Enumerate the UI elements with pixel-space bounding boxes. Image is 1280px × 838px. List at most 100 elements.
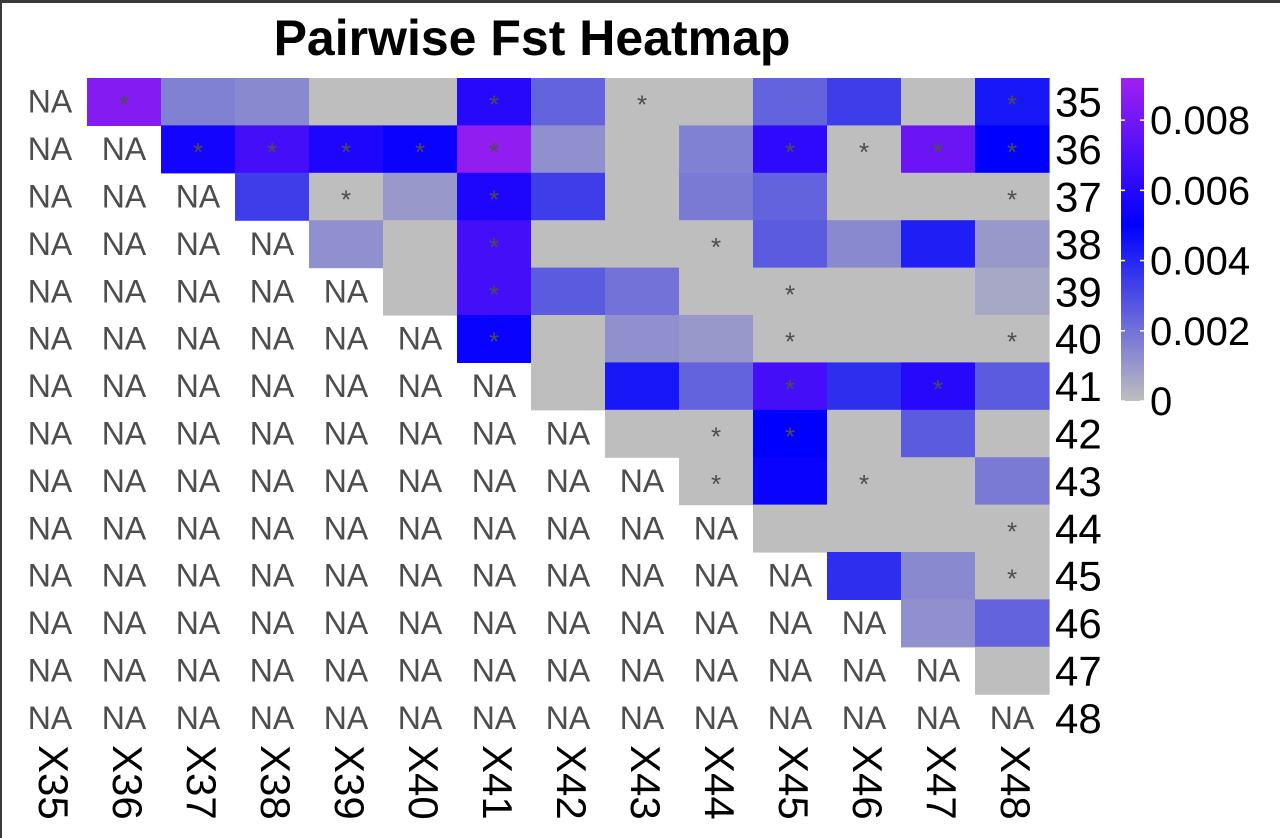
heatmap-cell — [457, 172, 532, 221]
significance-marker: * — [1007, 564, 1017, 594]
na-label: NA — [250, 368, 295, 404]
na-label: NA — [250, 605, 295, 641]
heatmap-cell — [901, 220, 976, 269]
significance-marker: * — [415, 137, 425, 167]
column-label: X44 — [696, 745, 743, 820]
na-label: NA — [398, 558, 443, 594]
significance-marker: * — [1007, 327, 1017, 357]
na-label: NA — [102, 179, 147, 215]
na-label: NA — [28, 179, 73, 215]
heatmap-cell — [161, 125, 236, 174]
heatmap-cell — [753, 125, 828, 174]
na-label: NA — [694, 510, 739, 546]
na-label: NA — [176, 368, 221, 404]
heatmap-cell — [975, 362, 1050, 411]
na-label: NA — [842, 700, 887, 736]
heatmap-cell — [531, 125, 606, 174]
na-label: NA — [472, 700, 517, 736]
na-label: NA — [102, 416, 147, 452]
heatmap-chart: Pairwise Fst Heatmap NA * * * * NA NA * * * * * * * * *… — [28, 10, 1250, 820]
na-label: NA — [250, 653, 295, 689]
na-label: NA — [176, 273, 221, 309]
na-label: NA — [472, 510, 517, 546]
na-label: NA — [398, 700, 443, 736]
heatmap-cell — [383, 125, 458, 174]
na-label: NA — [102, 321, 147, 357]
na-label: NA — [324, 558, 369, 594]
na-label: NA — [694, 653, 739, 689]
heatmap-cell — [975, 267, 1050, 316]
heatmap-cell — [383, 172, 458, 221]
significance-marker: * — [933, 374, 943, 404]
significance-marker: * — [785, 137, 795, 167]
heatmap-cell — [531, 78, 606, 126]
na-label: NA — [398, 510, 443, 546]
na-label: NA — [324, 653, 369, 689]
heatmap-cell — [975, 315, 1050, 363]
heatmap-cell — [457, 220, 532, 269]
na-label: NA — [324, 700, 369, 736]
heatmap-cell — [901, 125, 976, 174]
na-label: NA — [28, 84, 73, 120]
heatmap-cell — [975, 457, 1050, 506]
significance-marker: * — [1007, 516, 1017, 546]
heatmap-cell — [827, 172, 902, 221]
na-label: NA — [694, 558, 739, 594]
heatmap-cell — [679, 315, 754, 363]
na-label: NA — [176, 700, 221, 736]
heatmap-cell — [901, 267, 976, 316]
heatmap-cell — [827, 457, 902, 506]
heatmap-cell — [901, 315, 976, 363]
na-label: NA — [324, 463, 369, 499]
significance-marker: * — [267, 137, 277, 167]
row-label: 43 — [1055, 458, 1102, 505]
heatmap-cell — [679, 409, 754, 458]
heatmap-cell — [901, 409, 976, 458]
heatmap-cell — [605, 315, 680, 363]
heatmap-cell — [827, 220, 902, 269]
na-label: NA — [842, 605, 887, 641]
heatmap-cell — [975, 125, 1050, 174]
significance-marker: * — [489, 279, 499, 309]
na-label: NA — [324, 605, 369, 641]
heatmap-cell — [975, 78, 1050, 126]
heatmap-cell — [235, 172, 310, 221]
na-label: NA — [842, 653, 887, 689]
heatmap-cell — [901, 457, 976, 506]
na-label: NA — [28, 273, 73, 309]
significance-marker: * — [637, 90, 647, 120]
na-label: NA — [250, 510, 295, 546]
column-labels: X35 X36 X37 X38 X39 X40 X41 X42 X43 X44 X45 X46 X47 X… — [30, 745, 1039, 820]
na-label: NA — [620, 653, 665, 689]
heatmap-cell — [457, 267, 532, 316]
significance-marker: * — [489, 137, 499, 167]
legend-tick-label: 0.006 — [1150, 169, 1250, 213]
column-label: X40 — [400, 745, 447, 820]
na-label: NA — [472, 605, 517, 641]
na-label: NA — [472, 416, 517, 452]
na-label: NA — [324, 368, 369, 404]
heatmap-cell — [901, 504, 976, 553]
heatmap-cell — [235, 78, 310, 126]
heatmap-cell — [87, 78, 162, 126]
significance-marker: * — [785, 374, 795, 404]
heatmap-cell — [605, 220, 680, 269]
heatmap-cell — [827, 267, 902, 316]
heatmap-cell — [457, 78, 532, 126]
heatmap-cell — [827, 504, 902, 553]
na-label: NA — [546, 510, 591, 546]
heatmap-cell — [679, 362, 754, 411]
heatmap-cell — [901, 78, 976, 126]
na-label: NA — [250, 463, 295, 499]
na-label: NA — [546, 416, 591, 452]
significance-marker: * — [859, 137, 869, 167]
row-label: 39 — [1055, 268, 1102, 315]
na-label: NA — [472, 463, 517, 499]
significance-marker: * — [119, 90, 129, 120]
significance-marker: * — [785, 327, 795, 357]
row-label: 42 — [1055, 411, 1102, 458]
heatmap-cell — [827, 78, 902, 126]
row-label: 36 — [1055, 126, 1102, 173]
row-label: 46 — [1055, 600, 1102, 647]
column-label: X42 — [548, 745, 595, 820]
